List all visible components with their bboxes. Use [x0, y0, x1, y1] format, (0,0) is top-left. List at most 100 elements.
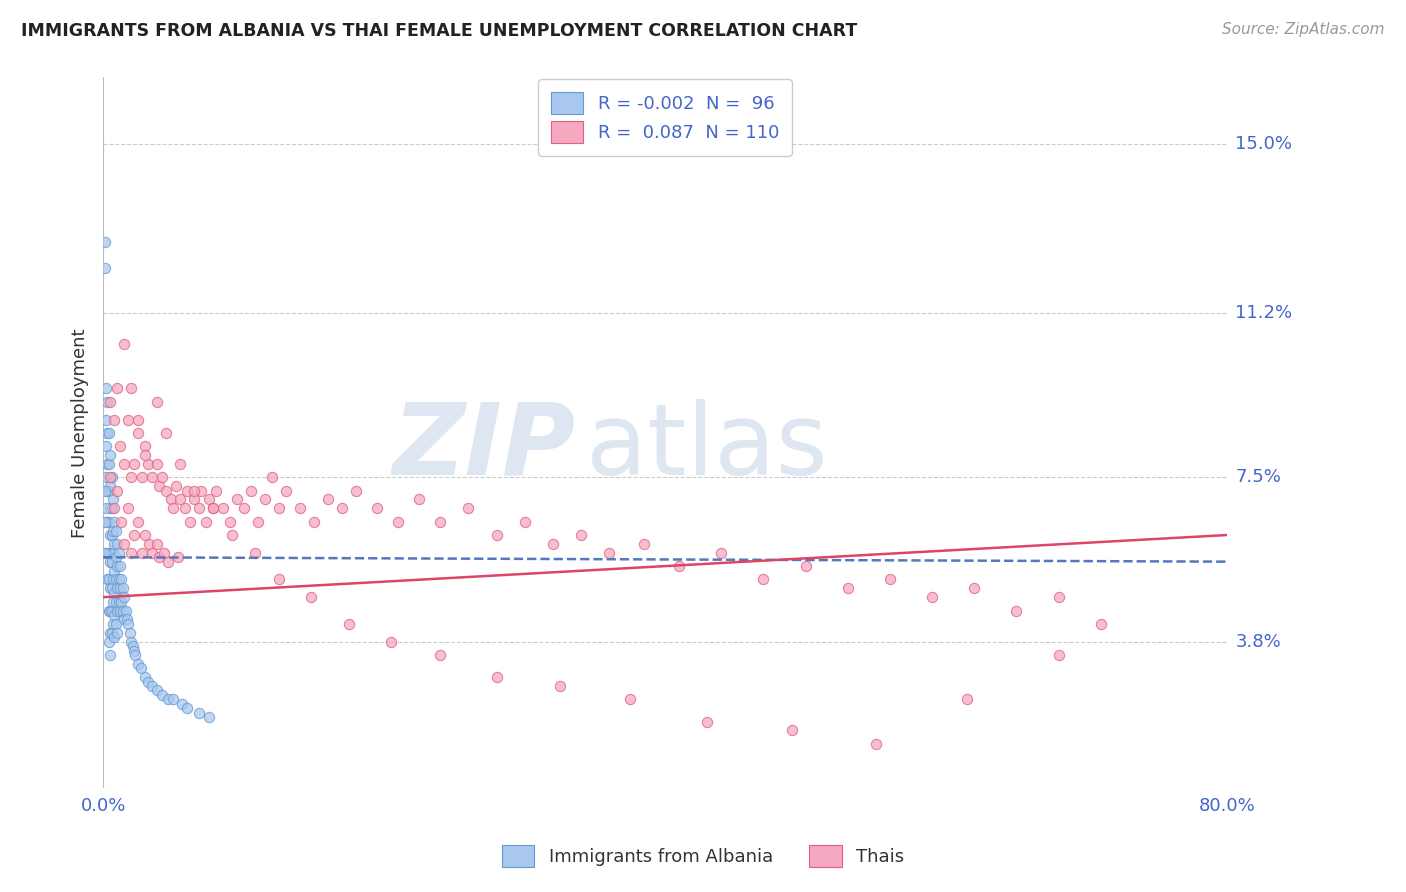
Point: [96, 546, 118, 560]
Point: [752, 573, 775, 587]
Point: [117, 616, 139, 631]
Point: [98, 528, 121, 542]
Point: [408, 492, 430, 507]
Point: [267, 501, 290, 516]
Point: [131, 546, 153, 560]
Point: [344, 483, 367, 498]
Point: [485, 528, 508, 542]
Point: [101, 573, 124, 587]
Point: [169, 492, 191, 507]
Point: [122, 643, 145, 657]
Point: [111, 603, 134, 617]
Point: [101, 546, 124, 560]
Point: [100, 625, 122, 640]
Point: [183, 483, 205, 498]
Point: [105, 381, 128, 395]
Point: [260, 470, 283, 484]
Point: [134, 528, 156, 542]
Point: [243, 546, 266, 560]
Point: [103, 586, 125, 600]
Point: [127, 412, 149, 426]
Point: [97, 425, 120, 440]
Point: [107, 546, 129, 560]
Point: [96, 515, 118, 529]
Point: [302, 515, 325, 529]
Point: [98, 448, 121, 462]
Point: [148, 479, 170, 493]
Point: [879, 573, 901, 587]
Point: [112, 537, 135, 551]
Point: [218, 515, 240, 529]
Point: [97, 634, 120, 648]
Point: [141, 546, 163, 560]
Point: [96, 573, 118, 587]
Point: [104, 524, 127, 538]
Point: [963, 582, 986, 596]
Point: [429, 648, 451, 662]
Point: [117, 412, 139, 426]
Point: [156, 555, 179, 569]
Point: [110, 594, 132, 608]
Point: [120, 546, 142, 560]
Point: [98, 582, 121, 596]
Text: atlas: atlas: [586, 399, 828, 496]
Point: [138, 537, 160, 551]
Point: [129, 661, 152, 675]
Point: [366, 501, 388, 516]
Point: [145, 394, 167, 409]
Point: [134, 439, 156, 453]
Point: [107, 594, 129, 608]
Point: [162, 501, 184, 516]
Point: [108, 439, 131, 453]
Point: [97, 546, 120, 560]
Point: [288, 501, 311, 516]
Point: [548, 679, 571, 693]
Point: [98, 394, 121, 409]
Point: [112, 612, 135, 626]
Point: [101, 616, 124, 631]
Point: [169, 457, 191, 471]
Point: [710, 546, 733, 560]
Point: [159, 492, 181, 507]
Point: [120, 470, 142, 484]
Text: ZIP: ZIP: [392, 399, 575, 496]
Point: [101, 492, 124, 507]
Text: IMMIGRANTS FROM ALBANIA VS THAI FEMALE UNEMPLOYMENT CORRELATION CHART: IMMIGRANTS FROM ALBANIA VS THAI FEMALE U…: [21, 22, 858, 40]
Point: [330, 501, 353, 516]
Point: [211, 501, 233, 516]
Point: [93, 546, 115, 560]
Point: [98, 625, 121, 640]
Point: [141, 679, 163, 693]
Point: [148, 550, 170, 565]
Point: [98, 648, 121, 662]
Point: [197, 492, 219, 507]
Point: [110, 573, 132, 587]
Point: [97, 573, 120, 587]
Point: [118, 625, 141, 640]
Point: [569, 528, 592, 542]
Point: [120, 634, 142, 648]
Text: 15.0%: 15.0%: [1236, 135, 1292, 153]
Point: [98, 470, 121, 484]
Point: [103, 564, 125, 578]
Point: [485, 670, 508, 684]
Point: [105, 625, 128, 640]
Point: [179, 515, 201, 529]
Point: [380, 634, 402, 648]
Point: [93, 261, 115, 276]
Point: [141, 470, 163, 484]
Point: [865, 737, 887, 751]
Point: [97, 603, 120, 617]
Point: [696, 714, 718, 729]
Point: [1047, 648, 1070, 662]
Point: [201, 501, 224, 516]
Point: [145, 457, 167, 471]
Point: [253, 492, 276, 507]
Point: [103, 537, 125, 551]
Point: [108, 559, 131, 574]
Point: [127, 425, 149, 440]
Point: [103, 515, 125, 529]
Point: [127, 515, 149, 529]
Point: [110, 515, 132, 529]
Point: [96, 483, 118, 498]
